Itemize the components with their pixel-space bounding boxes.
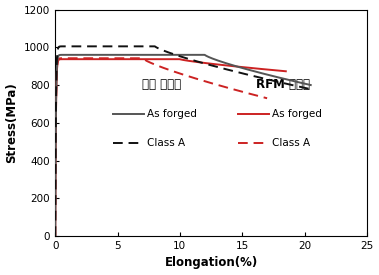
Y-axis label: Stress(MPa): Stress(MPa) <box>6 82 19 163</box>
Text: As forged: As forged <box>272 109 322 119</box>
X-axis label: Elongation(%): Elongation(%) <box>164 257 258 269</box>
Text: RFM 단조재: RFM 단조재 <box>256 78 310 91</box>
Text: Class A: Class A <box>147 138 185 148</box>
Text: 자유 단조재: 자유 단조재 <box>142 78 181 91</box>
Text: As forged: As forged <box>147 109 197 119</box>
Text: Class A: Class A <box>272 138 310 148</box>
